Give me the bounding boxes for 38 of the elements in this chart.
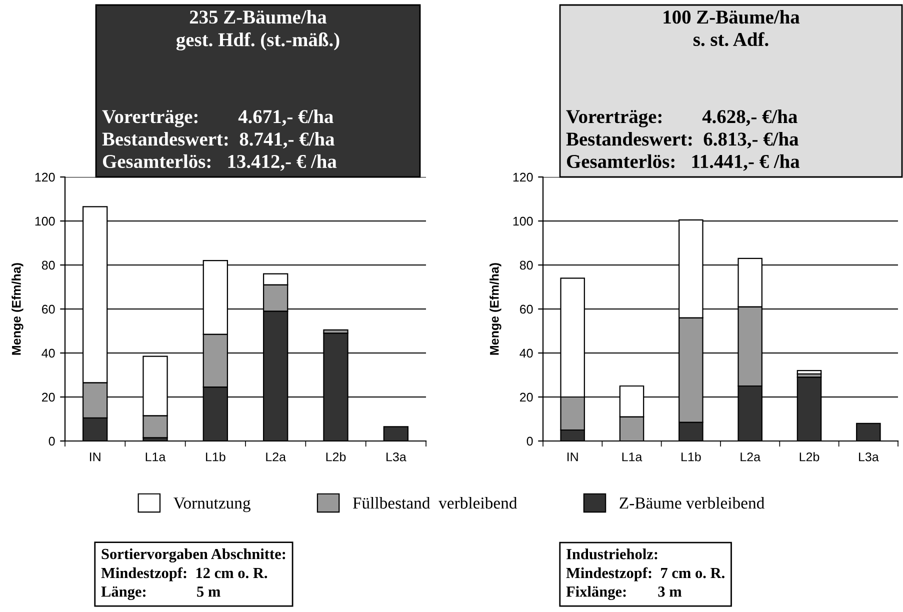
y-tick-label: 0 xyxy=(526,436,533,446)
y-tick-label: 60 xyxy=(520,304,533,314)
text: Sortiervorgaben Abschnitte: Mindestzopf: 12 cm o. R. Länge: 5 m xyxy=(101,548,286,600)
legend-label: Z-Bäume verbleibend xyxy=(620,496,764,509)
x-tick-label: L2b xyxy=(800,452,820,462)
y-axis-title: Menge (Efm/ha) xyxy=(12,263,24,355)
y-tick-label: 100 xyxy=(35,216,55,226)
x-tick-label: L1b xyxy=(682,452,701,462)
x-tick-label: L1a xyxy=(146,452,166,462)
y-tick-label: 0 xyxy=(48,436,55,446)
chart-title: 100 Z-Bäume/ha s. st. Adf. xyxy=(664,10,800,46)
bar xyxy=(796,370,822,374)
y-tick-label: 40 xyxy=(520,348,533,358)
y-tick-label: 120 xyxy=(35,172,55,182)
y-tick-label: 60 xyxy=(42,304,55,314)
y-tick-label: 80 xyxy=(520,260,533,270)
legend-label: Füllbestand verbleibend xyxy=(352,496,518,509)
x-tick-label: L1b xyxy=(206,452,226,462)
y-axis-title: Menge (Efm/ha) xyxy=(490,263,502,355)
x-tick-label: L2a xyxy=(266,452,286,462)
chart-subtitle: Vorerträge: 4.628,- €/ha Bestandeswert: 6.813,- €/ha Gesamterlös: 11.441,- € /ha xyxy=(566,110,800,171)
x-tick-label: L3a xyxy=(386,452,406,462)
y-tick-label: 20 xyxy=(520,392,533,402)
legend-label: Vornutzung xyxy=(174,498,250,512)
chart-subtitle: Vorerträge: 4.671,- €/ha Bestandeswert: 8.741,- €/ha Gesamterlös: 13.412,- € /ha xyxy=(102,110,337,171)
y-tick-label: 80 xyxy=(42,260,55,270)
chart-title: 235 Z-Bäume/ha gest. Hdf. (st.-mäß.) xyxy=(176,10,340,50)
x-tick-label: IN xyxy=(567,452,578,462)
x-tick-label: L3a xyxy=(859,452,879,462)
y-tick-label: 20 xyxy=(42,392,55,402)
y-tick-label: 120 xyxy=(513,172,533,182)
text: Industrieholz: Mindestzopf: 7 cm o. R. Fixlänge: 3 m xyxy=(566,548,724,600)
x-tick-label: L1a xyxy=(622,452,642,462)
y-tick-label: 40 xyxy=(42,348,55,358)
x-tick-label: L2a xyxy=(740,452,761,462)
y-tick-label: 100 xyxy=(513,216,533,226)
x-tick-label: IN xyxy=(90,452,100,462)
x-tick-label: L2b xyxy=(326,452,346,462)
